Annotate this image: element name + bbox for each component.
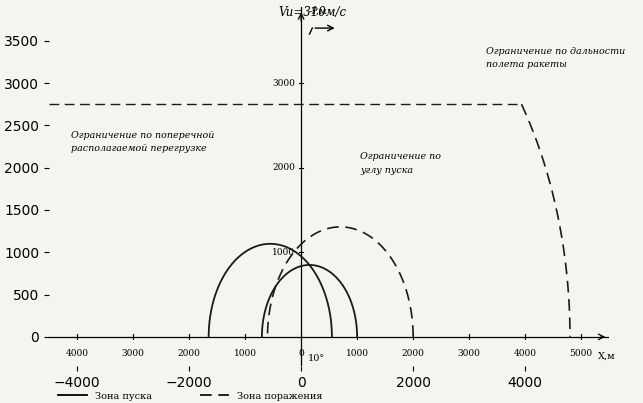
Text: 2000: 2000 (272, 163, 295, 172)
Text: 2000: 2000 (402, 349, 424, 358)
Text: 10°: 10° (308, 354, 325, 364)
Text: -P,м: -P,м (309, 7, 327, 16)
Text: Vu=310м/с: Vu=310м/с (278, 6, 347, 19)
Text: 3000: 3000 (458, 349, 480, 358)
Text: 3000: 3000 (122, 349, 145, 358)
Text: 5000: 5000 (570, 349, 593, 358)
Text: Ограничение по
углу пуска: Ограничение по углу пуска (360, 152, 441, 174)
Text: 4000: 4000 (514, 349, 537, 358)
Legend: Зона пуска, Зона поражения: Зона пуска, Зона поражения (54, 388, 327, 403)
Text: 1000: 1000 (233, 349, 257, 358)
Text: 3000: 3000 (272, 79, 295, 87)
Text: Ограничение по дальности
полета ракеты: Ограничение по дальности полета ракеты (486, 47, 625, 69)
Text: 0: 0 (298, 349, 304, 358)
Text: X,м: X,м (597, 352, 615, 361)
Text: Ограничение по поперечной
располагаемой перегрузке: Ограничение по поперечной располагаемой … (71, 131, 215, 154)
Text: 2000: 2000 (177, 349, 201, 358)
Text: 1000: 1000 (346, 349, 368, 358)
Text: 1000: 1000 (272, 248, 295, 257)
Text: 4000: 4000 (66, 349, 89, 358)
